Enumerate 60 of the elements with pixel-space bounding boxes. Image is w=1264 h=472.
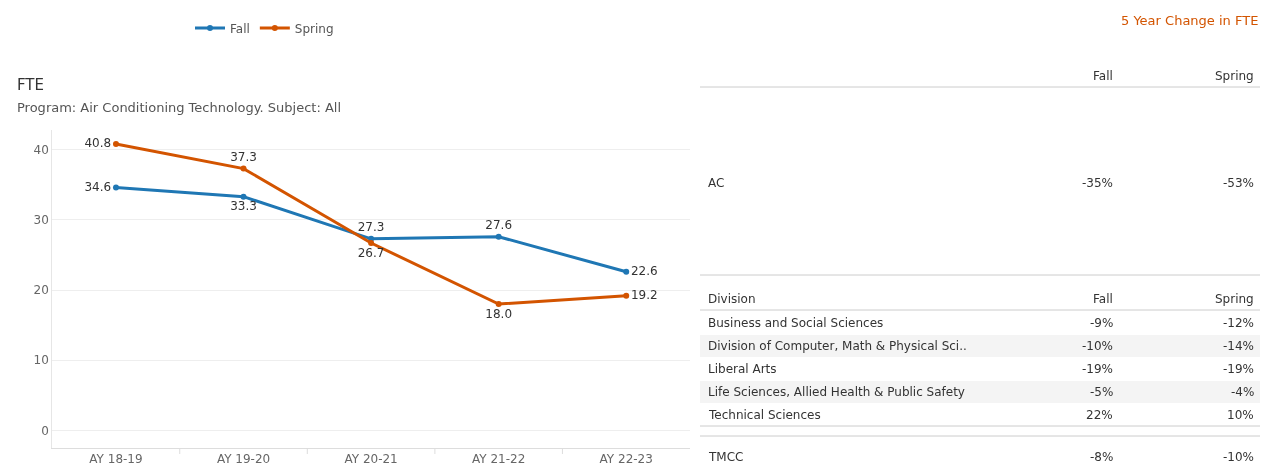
x-tick-label: AY 18-19 — [89, 452, 143, 467]
text: -10% — [1223, 450, 1255, 464]
point — [368, 240, 375, 247]
y-tick-label: 30 — [33, 213, 49, 228]
y-tick-label: 10 — [33, 353, 49, 368]
text: -14% — [1223, 339, 1255, 353]
data-label: 18.0 — [485, 306, 513, 321]
data-label: 37.3 — [230, 149, 257, 164]
point — [112, 184, 119, 191]
category-label: Life Sciences, Allied Health & Public Safety — [708, 385, 965, 399]
y-tick-label: 40 — [33, 142, 49, 157]
point — [623, 292, 630, 299]
category-label: Fall — [1093, 292, 1113, 306]
text: -4% — [1231, 385, 1255, 399]
text: -8% — [1090, 450, 1114, 464]
chart-title: FTE — [17, 76, 45, 94]
data-label: 22.6 — [630, 263, 658, 278]
text: -19% — [1223, 362, 1255, 376]
category-label: Liberal Arts — [708, 362, 777, 376]
text: -19% — [1082, 362, 1114, 376]
data-label: 33.3 — [230, 199, 257, 214]
text: -35% — [1082, 176, 1114, 190]
text: -5% — [1090, 385, 1114, 399]
text: Division — [708, 292, 756, 306]
category-label: TMCC — [709, 450, 744, 464]
text: -9% — [1090, 316, 1114, 330]
data-label: 27.3 — [357, 220, 385, 235]
point — [623, 268, 630, 275]
category-label: Spring — [1215, 69, 1254, 83]
y-tick-label: 0 — [41, 423, 49, 438]
point — [240, 193, 247, 200]
category-label: Business and Social Sciences — [708, 316, 884, 330]
text: 5 Year Change in FTE — [1121, 13, 1259, 28]
category-label: Technical Sciences — [709, 408, 821, 422]
data-label: 19.2 — [630, 287, 658, 302]
category-label: AC — [708, 176, 725, 190]
text: -53% — [1223, 176, 1255, 190]
data-label: 27.6 — [485, 217, 513, 232]
data-label: 26.7 — [357, 245, 385, 260]
data-label: 40.8 — [84, 136, 112, 151]
category-label: Spring — [1215, 292, 1254, 306]
point — [112, 141, 119, 148]
data-label: 34.6 — [84, 179, 112, 194]
x-tick-label: AY 20-21 — [344, 452, 398, 467]
text: 10% — [1227, 408, 1254, 422]
legend-label: Spring — [294, 21, 334, 36]
point — [495, 233, 502, 240]
point — [240, 165, 247, 172]
text: -10% — [1082, 339, 1114, 353]
text: -12% — [1223, 316, 1255, 330]
chart-subtitle: Program: Air Conditioning Technology. Subject: All — [17, 100, 342, 115]
x-tick-label: AY 22-23 — [599, 452, 653, 467]
text: 22% — [1086, 408, 1113, 422]
category-label: Fall — [1093, 69, 1113, 83]
category-label: Division of Computer, Math & Physical Sci.. — [708, 339, 967, 353]
y-tick-label: 20 — [33, 283, 49, 298]
x-tick-label: AY 19-20 — [216, 452, 271, 467]
legend-label: Fall — [230, 21, 250, 36]
point — [495, 301, 502, 308]
x-tick-label: AY 21-22 — [472, 452, 526, 467]
